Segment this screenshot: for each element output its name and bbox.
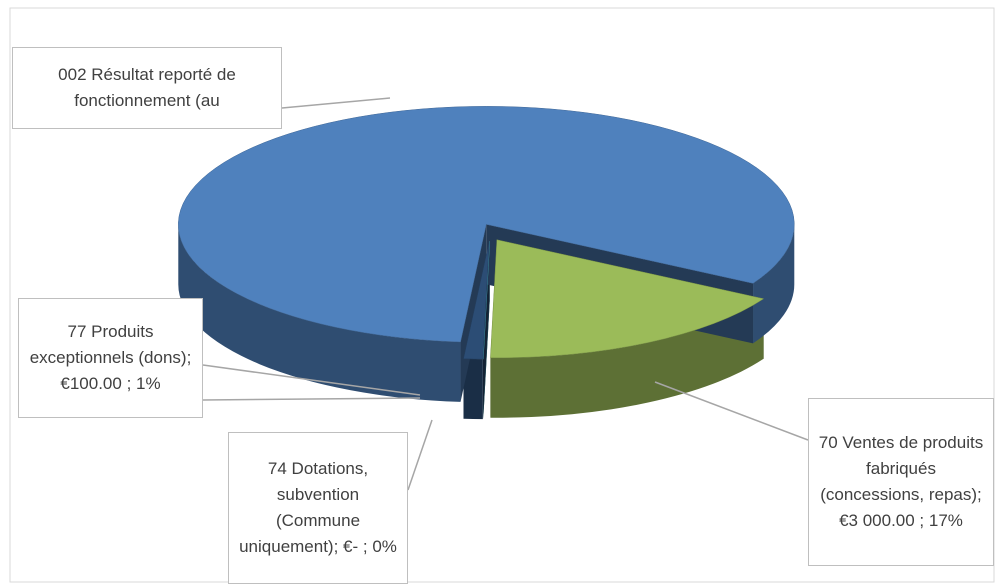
slice [178,106,795,343]
leader-line [202,364,421,401]
chart-border [9,7,995,583]
slice [463,241,490,360]
leader-line [654,381,809,441]
slice [490,239,765,358]
data-label: 70 Ventes de produits fabriqués (concess… [808,398,994,566]
leader-line [407,419,433,491]
slice-side [490,298,764,418]
slice-side [178,224,461,402]
slice-side [753,224,795,344]
tops [178,106,795,360]
leader-line [281,97,391,109]
data-label: 77 Produits exceptionnels (dons); €100.0… [18,298,203,418]
leaders [202,97,809,491]
data-label: 002 Résultat reporté de fonctionnement (… [12,47,282,129]
slice-side [463,358,483,420]
data-label: 74 Dotations, subvention (Commune unique… [228,432,408,584]
